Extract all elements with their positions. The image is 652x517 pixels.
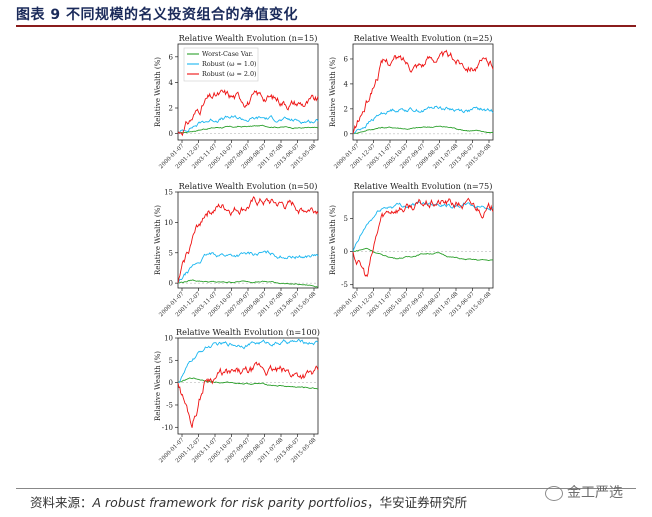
series-line-robust2 [352, 49, 494, 134]
source-paper-title: A robust framework for risk parity portf… [92, 495, 368, 510]
y-tick-label: 10 [164, 335, 173, 343]
chart-title: Relative Wealth Evolution (n=15) [179, 33, 318, 43]
y-axis-label: Relative Wealth (%) [329, 57, 337, 127]
series-line-worst [177, 124, 319, 134]
y-tick-label: 4 [169, 79, 174, 87]
series-line-worst [352, 247, 494, 261]
plot-frame [177, 191, 319, 289]
plot-frame [352, 43, 494, 141]
y-tick-label: 0 [344, 248, 348, 256]
y-tick-label: 5 [344, 215, 348, 223]
series-line-robust2 [177, 361, 319, 428]
chart-title: Relative Wealth Evolution (n=50) [179, 181, 318, 191]
series-line-robust1 [352, 105, 494, 135]
plot-frame [352, 191, 494, 289]
series-line-robust1 [352, 200, 494, 252]
legend-label: Worst-Case Var. [202, 50, 253, 58]
series-line-robust1 [177, 338, 319, 384]
chart-title: Relative Wealth Evolution (n=75) [354, 181, 493, 191]
y-tick-label: 0 [169, 130, 173, 138]
y-tick-label: -10 [162, 424, 173, 432]
y-tick-label: 0 [169, 379, 173, 387]
y-axis-label: Relative Wealth (%) [154, 351, 162, 421]
watermark: 金工严选 [545, 482, 623, 502]
series-line-robust2 [177, 89, 319, 137]
chart-n75: Relative Wealth Evolution (n=75) -5 0 5 Rela… [329, 181, 494, 318]
y-tick-label: 15 [164, 189, 173, 197]
series-line-robust1 [177, 250, 319, 284]
wechat-icon [545, 485, 563, 501]
source-note: 资料来源：A robust framework for risk parity … [30, 492, 467, 511]
y-tick-label: 0 [344, 130, 348, 138]
header-divider [16, 25, 636, 27]
y-tick-label: 10 [164, 219, 173, 227]
chart-title: Relative Wealth Evolution (n=25) [354, 33, 493, 43]
chart-title: Relative Wealth Evolution (n=100) [176, 327, 320, 337]
y-axis-label: Relative Wealth (%) [329, 205, 337, 275]
y-tick-label: 2 [344, 105, 348, 113]
chart-n50: Relative Wealth Evolution (n=50) 0 5 10 15Re… [154, 181, 319, 318]
series-line-robust1 [177, 115, 319, 134]
y-axis-label: Relative Wealth (%) [154, 57, 162, 127]
watermark-label: 金工严选 [567, 485, 623, 501]
y-tick-label: 0 [169, 280, 173, 288]
chart-n15: Relative Wealth Evolution (n=15) 0 2 4 6 Rela… [154, 33, 319, 170]
series-line-robust2 [177, 196, 319, 284]
figure-title: 图表 9 不同规模的名义投资组合的净值变化 [16, 7, 298, 23]
y-tick-label: -5 [166, 401, 173, 409]
y-tick-label: 6 [344, 55, 349, 63]
plot-frame [177, 337, 319, 435]
y-tick-label: 4 [344, 80, 349, 88]
y-tick-label: 6 [169, 53, 174, 61]
legend-label: Robust (ω = 2.0) [202, 70, 257, 78]
chart-n25: Relative Wealth Evolution (n=25) 0 2 4 6 Rela… [329, 33, 494, 170]
y-tick-label: 2 [169, 105, 173, 113]
footer-divider [16, 488, 636, 489]
source-suffix: ，华安证券研究所 [367, 495, 468, 510]
y-tick-label: 5 [169, 357, 173, 365]
source-prefix: 资料来源： [30, 495, 93, 510]
series-line-worst [352, 125, 494, 135]
y-axis-label: Relative Wealth (%) [154, 205, 162, 275]
y-tick-label: 5 [169, 249, 173, 257]
legend-label: Robust (ω = 1.0) [202, 60, 257, 68]
y-tick-label: -5 [341, 281, 348, 289]
series-line-robust2 [352, 197, 494, 278]
chart-n100: Relative Wealth Evolution (n=100) -10 -5 0 5… [154, 327, 320, 464]
series-line-worst [177, 377, 319, 390]
series-line-worst [177, 279, 319, 288]
